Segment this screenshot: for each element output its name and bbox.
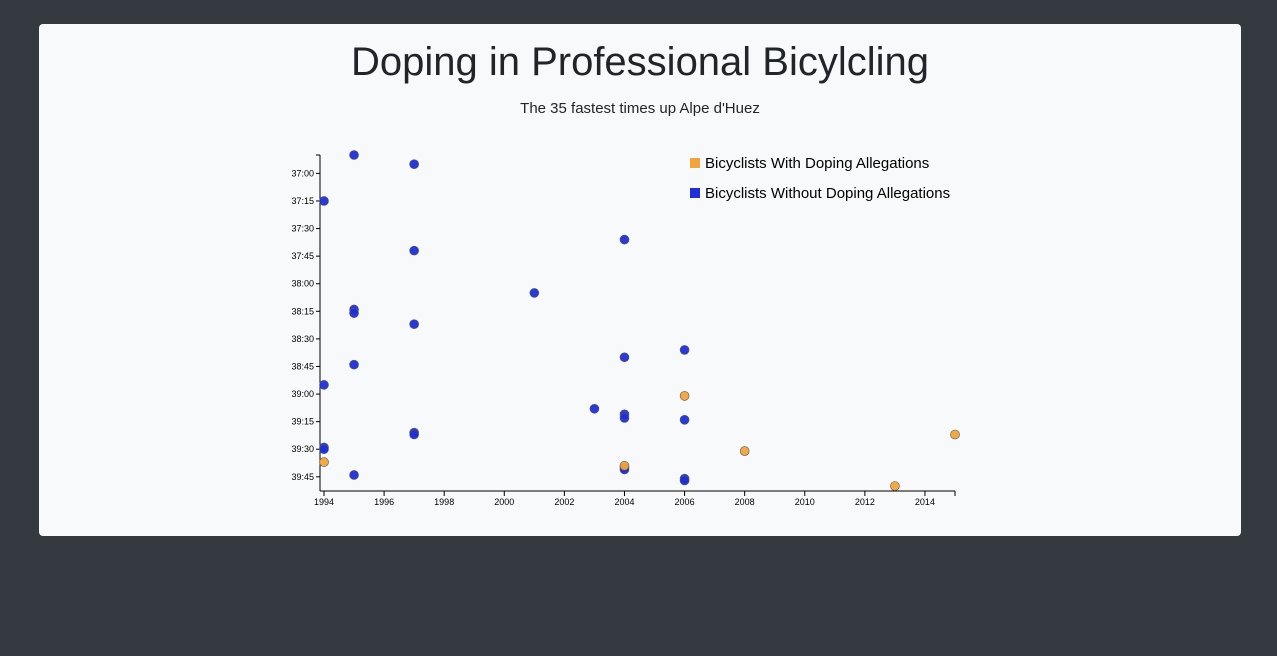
y-tick-label: 37:00	[291, 168, 314, 178]
y-tick-label: 38:45	[291, 361, 314, 371]
legend-swatch	[690, 158, 700, 168]
y-tick-label: 39:15	[291, 417, 314, 427]
x-tick-label: 1998	[434, 497, 454, 507]
data-point	[529, 288, 540, 298]
chart-card: Doping in Professional Bicylcling The 35…	[39, 24, 1241, 536]
y-tick-label: 37:30	[291, 224, 314, 234]
data-point	[409, 429, 419, 440]
page-subtitle: The 35 fastest times up Alpe d'Huez	[520, 100, 760, 117]
y-tick-label: 38:00	[291, 279, 314, 289]
data-point	[349, 308, 359, 318]
data-point	[349, 150, 359, 160]
data-point	[349, 359, 359, 370]
data-point	[679, 475, 690, 486]
legend-label: Bicyclists Without Doping Allegations	[705, 185, 950, 202]
data-point	[319, 380, 329, 390]
data-point	[679, 414, 690, 425]
data-point	[409, 159, 419, 169]
x-tick-label: 2000	[494, 497, 514, 507]
x-tick-label: 1994	[314, 497, 334, 507]
legend-swatch	[690, 188, 700, 198]
data-point	[679, 345, 690, 355]
x-tick-label: 2010	[795, 497, 815, 507]
x-tick-label: 1996	[374, 497, 394, 507]
x-tick-label: 2004	[614, 497, 634, 507]
data-point	[679, 391, 690, 401]
legend-label: Bicyclists With Doping Allegations	[705, 155, 929, 172]
data-point	[619, 460, 630, 471]
data-point	[319, 444, 329, 455]
data-point	[619, 413, 630, 423]
data-point	[739, 446, 750, 456]
y-tick-label: 37:15	[291, 196, 314, 206]
scatter-plot: 37:00 37:15 37:30 37:45 38:00 38:15 38:30 38:45…	[291, 150, 960, 507]
y-tick-label: 39:30	[291, 444, 314, 454]
data-point	[349, 470, 359, 480]
x-tick-label: 2012	[855, 497, 875, 507]
y-tick-label: 38:15	[291, 306, 314, 316]
data-point	[890, 481, 900, 491]
data-point	[619, 352, 630, 363]
x-tick-label: 2006	[675, 497, 695, 507]
data-point	[619, 234, 630, 245]
data-point	[319, 457, 329, 467]
x-tick-label: 2002	[554, 497, 574, 507]
x-tick-label: 2008	[735, 497, 755, 507]
data-point	[409, 245, 419, 256]
page-title: Doping in Professional Bicylcling	[350, 40, 930, 84]
data-point	[409, 319, 419, 329]
y-tick-label: 38:30	[291, 334, 314, 344]
y-tick-label: 37:45	[291, 251, 314, 261]
y-tick-label: 39:45	[291, 472, 314, 482]
data-point	[950, 429, 960, 440]
data-point	[589, 403, 600, 414]
y-tick-label: 39:00	[291, 389, 314, 399]
data-point	[319, 196, 329, 206]
x-tick-label: 2014	[915, 497, 935, 507]
